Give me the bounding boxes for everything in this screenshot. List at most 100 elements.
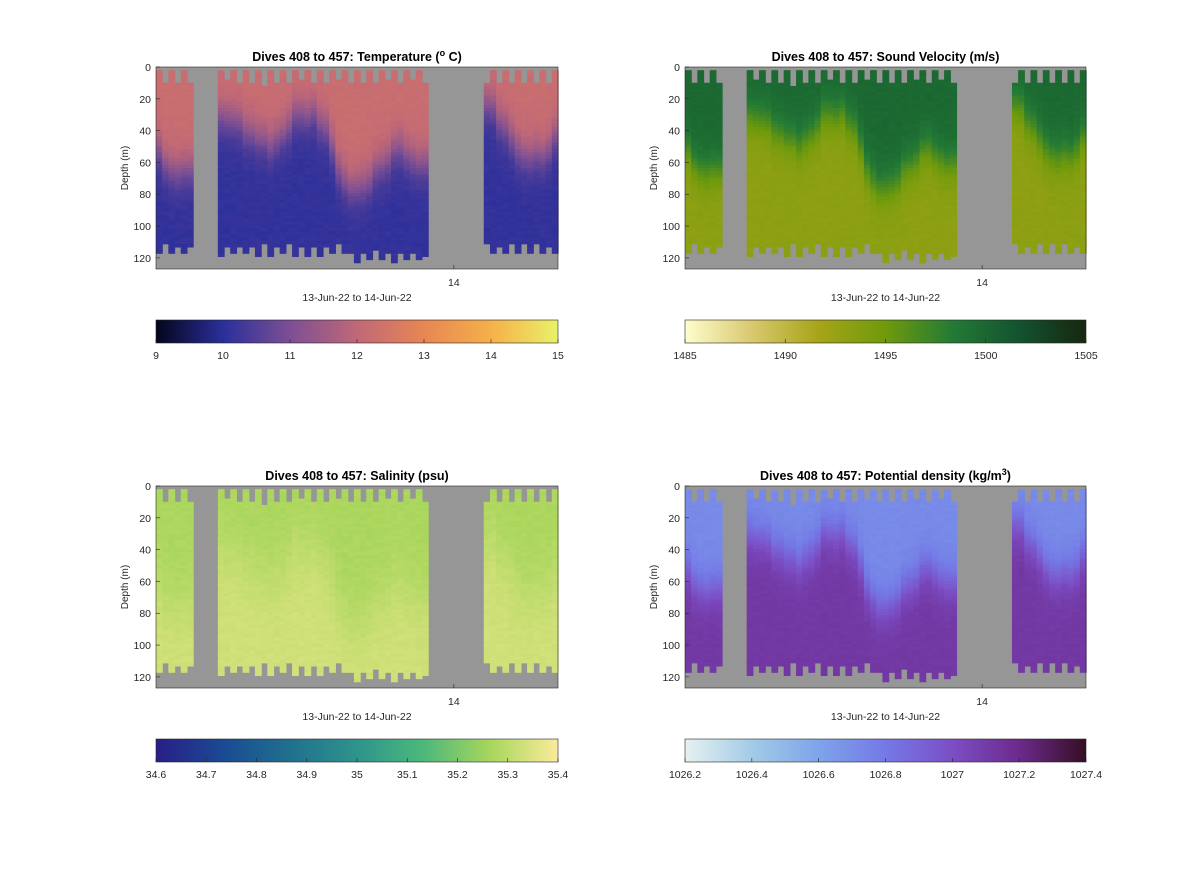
- heatmap-cell: [691, 212, 698, 216]
- heatmap-cell: [759, 123, 766, 128]
- heatmap-cell: [783, 171, 791, 175]
- heatmap-cell: [508, 186, 516, 191]
- heatmap-cell: [796, 231, 803, 235]
- heatmap-cell: [888, 85, 896, 90]
- heatmap-cell: [697, 92, 705, 97]
- heatmap-cell: [168, 196, 176, 201]
- heatmap-cell: [814, 145, 822, 150]
- heatmap-cell: [502, 212, 510, 216]
- heatmap-cell: [814, 180, 822, 185]
- heatmap-cell: [876, 183, 884, 188]
- heatmap-cell: [691, 168, 698, 172]
- heatmap-cell: [709, 73, 717, 78]
- heatmap-cell: [378, 70, 386, 74]
- heatmap-cell: [502, 152, 510, 156]
- heatmap-cell: [409, 212, 417, 216]
- heatmap-cell: [851, 174, 859, 179]
- heatmap-cell: [353, 92, 361, 97]
- heatmap-cell: [882, 123, 890, 128]
- heatmap-cell: [771, 250, 779, 254]
- heatmap-cell: [378, 89, 386, 93]
- heatmap-cell: [335, 139, 343, 144]
- heatmap-cell: [279, 240, 287, 245]
- heatmap-cell: [900, 174, 908, 179]
- heatmap-cell: [697, 111, 705, 115]
- heatmap-cell: [527, 117, 534, 122]
- heatmap-cell: [900, 82, 908, 87]
- heatmap-cell: [292, 180, 299, 185]
- heatmap-cell: [168, 155, 176, 160]
- heatmap-cell: [931, 224, 939, 229]
- heatmap-cell: [508, 193, 516, 198]
- heatmap-cell: [421, 92, 429, 97]
- heatmap-cell: [242, 142, 250, 147]
- heatmap-cell: [796, 234, 803, 239]
- heatmap-cell: [820, 212, 828, 216]
- heatmap-cell: [310, 120, 318, 125]
- heatmap-cell: [752, 92, 760, 97]
- heatmap-cell: [304, 92, 312, 97]
- heatmap-cell: [789, 164, 797, 169]
- heatmap-cell: [533, 95, 541, 100]
- heatmap-cell: [329, 215, 336, 220]
- heatmap-cell: [391, 218, 398, 223]
- heatmap-cell: [857, 186, 865, 191]
- heatmap-cell: [514, 246, 522, 251]
- heatmap-cell: [925, 155, 933, 160]
- heatmap-cell: [335, 111, 343, 115]
- heatmap-cell: [279, 246, 287, 251]
- heatmap-cell: [709, 190, 717, 194]
- heatmap-cell: [925, 145, 933, 150]
- heatmap-cell: [789, 145, 797, 150]
- heatmap-cell: [746, 108, 754, 112]
- heatmap-cell: [709, 139, 717, 144]
- heatmap-cell: [709, 234, 717, 239]
- heatmap-cell: [857, 171, 865, 175]
- heatmap-cell: [765, 82, 772, 87]
- heatmap-cell: [217, 136, 225, 141]
- heatmap-cell: [292, 133, 299, 138]
- heatmap-cell: [777, 196, 785, 201]
- heatmap-cell: [415, 70, 423, 74]
- heatmap-cell: [746, 196, 754, 201]
- heatmap-cell: [384, 240, 392, 245]
- heatmap-cell: [273, 196, 281, 201]
- heatmap-cell: [789, 139, 797, 144]
- heatmap-cell: [888, 240, 896, 245]
- heatmap-cell: [820, 101, 828, 106]
- heatmap-cell: [168, 209, 176, 213]
- heatmap-cell: [236, 130, 244, 134]
- heatmap-cell: [894, 108, 902, 112]
- heatmap-cell: [217, 250, 225, 254]
- heatmap-cell: [242, 114, 250, 119]
- heatmap-cell: [397, 123, 404, 128]
- heatmap-cell: [329, 98, 336, 103]
- heatmap-cell: [285, 142, 293, 147]
- heatmap-cell: [931, 85, 939, 90]
- heatmap-cell: [820, 108, 828, 112]
- heatmap-cell: [341, 120, 349, 125]
- heatmap-cell: [217, 108, 225, 112]
- heatmap-cell: [820, 89, 828, 93]
- heatmap-cell: [551, 117, 559, 122]
- heatmap-cell: [261, 85, 268, 90]
- heatmap-cell: [539, 142, 547, 147]
- heatmap-cell: [168, 82, 176, 87]
- heatmap-cell: [304, 136, 312, 141]
- heatmap-cell: [409, 117, 417, 122]
- heatmap-cell: [384, 250, 392, 254]
- heatmap-cell: [174, 168, 182, 172]
- heatmap-cell: [254, 95, 262, 100]
- heatmap-cell: [391, 95, 398, 100]
- heatmap-cell: [217, 205, 225, 210]
- heatmap-cell: [919, 123, 927, 128]
- heatmap-cell: [397, 243, 404, 248]
- heatmap-cell: [808, 209, 816, 213]
- heatmap-cell: [796, 101, 803, 106]
- heatmap-cell: [746, 136, 754, 141]
- heatmap-cell: [882, 152, 890, 156]
- heatmap-cell: [931, 161, 939, 166]
- heatmap-cell: [496, 95, 503, 100]
- heatmap-cell: [224, 183, 231, 188]
- heatmap-cell: [347, 218, 355, 223]
